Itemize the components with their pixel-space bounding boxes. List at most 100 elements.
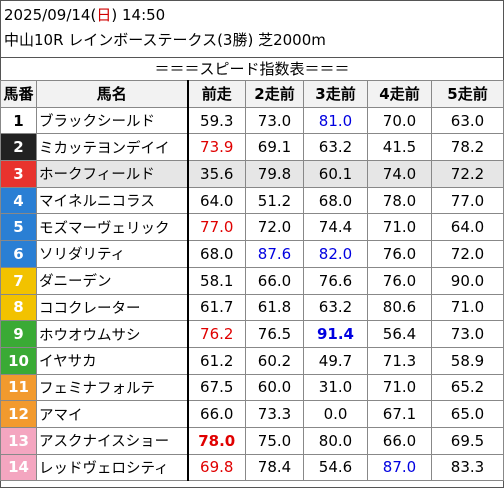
horse-name: フェミナフォルテ: [36, 373, 189, 402]
speed-index-value: 58.1: [187, 266, 246, 295]
header-date-line: 2025/09/14(日) 14:50: [4, 5, 165, 25]
speed-index-value: 76.0: [367, 240, 432, 268]
horse-number: 2: [0, 133, 37, 162]
speed-index-value: 58.9: [431, 346, 504, 375]
speed-index-value: 63.2: [303, 133, 368, 162]
time: 14:50: [121, 6, 166, 24]
horse-name: ココクレーター: [36, 293, 189, 322]
header-row: 馬番 馬名 前走 2走前 3走前 4走前 5走前: [0, 80, 504, 108]
table-row: 9 ホウオウムサシ 76.2 76.5 91.4 56.4 73.0: [0, 320, 504, 348]
speed-index-value: 60.0: [245, 373, 304, 402]
speed-index-value: 61.7: [187, 293, 246, 322]
col-header-name: 馬名: [36, 80, 189, 108]
speed-index-value: 31.0: [303, 373, 368, 402]
speed-index-value: 79.8: [245, 160, 304, 188]
speed-index-value: 60.1: [303, 160, 368, 188]
speed-index-value: 76.2: [187, 320, 246, 348]
horse-name: イヤサカ: [36, 346, 189, 375]
race-info: 中山10R レインボーステークス(3勝) 芝2000m: [4, 31, 326, 49]
speed-index-value: 77.0: [431, 186, 504, 215]
horse-name: レッドヴェロシティ: [36, 453, 189, 482]
speed-index-value: 59.3: [187, 106, 246, 135]
table-row: 11 フェミナフォルテ 67.5 60.0 31.0 71.0 65.2: [0, 373, 504, 402]
speed-index-value: 91.4: [303, 320, 368, 348]
horse-number: 12: [0, 400, 37, 428]
speed-index-value: 68.0: [303, 186, 368, 215]
speed-index-value: 67.1: [367, 400, 432, 428]
table-row: 12 アマイ 66.0 73.3 0.0 67.1 65.0: [0, 400, 504, 428]
speed-index-value: 61.8: [245, 293, 304, 322]
speed-index-value: 35.6: [187, 160, 246, 188]
horse-name: アスクナイスショー: [36, 426, 189, 455]
speed-index-value: 69.1: [245, 133, 304, 162]
horse-name: ホークフィールド: [36, 160, 189, 188]
speed-index-value: 71.3: [367, 346, 432, 375]
table-row: 10 イヤサカ 61.2 60.2 49.7 71.3 58.9: [0, 346, 504, 375]
date: 2025/09/14: [4, 6, 91, 24]
horse-number: 5: [0, 213, 37, 242]
col-header-4back: 4走前: [367, 80, 432, 108]
speed-index-value: 41.5: [367, 133, 432, 162]
speed-index-value: 75.0: [245, 426, 304, 455]
speed-index-value: 67.5: [187, 373, 246, 402]
speed-index-value: 61.2: [187, 346, 246, 375]
speed-index-value: 71.0: [367, 373, 432, 402]
horse-number: 9: [0, 320, 37, 348]
speed-index-table: 馬番 馬名 前走 2走前 3走前 4走前 5走前 1 ブラックシールド 59.3 73…: [0, 80, 504, 482]
horse-number: 1: [0, 106, 37, 135]
table-title: ＝＝＝スピード指数表＝＝＝: [0, 57, 504, 81]
table-row: 14 レッドヴェロシティ 69.8 78.4 54.6 87.0 83.3: [0, 453, 504, 482]
speed-index-value: 0.0: [303, 400, 368, 428]
horse-number: 6: [0, 240, 37, 268]
horse-number: 13: [0, 426, 37, 455]
speed-index-value: 71.0: [431, 293, 504, 322]
horse-name: ソリダリティ: [36, 240, 189, 268]
speed-index-value: 64.0: [431, 213, 504, 242]
speed-index-value: 73.0: [245, 106, 304, 135]
table-row: 5 モズマーヴェリック 77.0 72.0 74.4 71.0 64.0: [0, 213, 504, 242]
horse-name: アマイ: [36, 400, 189, 428]
speed-index-value: 87.6: [245, 240, 304, 268]
speed-index-value: 66.0: [245, 266, 304, 295]
table-row: 4 マイネルニコラス 64.0 51.2 68.0 78.0 77.0: [0, 186, 504, 215]
weekday: 日: [96, 6, 112, 24]
table-row: 8 ココクレーター 61.7 61.8 63.2 80.6 71.0: [0, 293, 504, 322]
speed-index-value: 74.0: [367, 160, 432, 188]
speed-index-value: 80.6: [367, 293, 432, 322]
speed-index-value: 78.4: [245, 453, 304, 482]
speed-index-value: 72.0: [245, 213, 304, 242]
col-header-2back: 2走前: [245, 80, 304, 108]
speed-index-value: 87.0: [367, 453, 432, 482]
speed-index-value: 56.4: [367, 320, 432, 348]
horse-name: ミカッテヨンデイイ: [36, 133, 189, 162]
horse-number: 3: [0, 160, 37, 188]
speed-index-value: 82.0: [303, 240, 368, 268]
speed-index-value: 71.0: [367, 213, 432, 242]
speed-index-value: 49.7: [303, 346, 368, 375]
speed-index-value: 66.0: [367, 426, 432, 455]
horse-number: 14: [0, 453, 37, 482]
speed-index-value: 80.0: [303, 426, 368, 455]
speed-index-value: 76.6: [303, 266, 368, 295]
table-row: 2 ミカッテヨンデイイ 73.9 69.1 63.2 41.5 78.2: [0, 133, 504, 162]
speed-index-value: 54.6: [303, 453, 368, 482]
speed-index-value: 65.2: [431, 373, 504, 402]
col-header-last: 前走: [187, 80, 246, 108]
weekday-open: (: [90, 6, 97, 24]
horse-name: ホウオウムサシ: [36, 320, 189, 348]
horse-name: ブラックシールド: [36, 106, 189, 135]
table-row: 3 ホークフィールド 35.6 79.8 60.1 74.0 72.2: [0, 160, 504, 188]
speed-index-value: 76.0: [367, 266, 432, 295]
weekday-close: ): [111, 6, 118, 24]
horse-number: 7: [0, 266, 37, 295]
speed-index-value: 74.4: [303, 213, 368, 242]
horse-number: 10: [0, 346, 37, 375]
speed-index-value: 73.3: [245, 400, 304, 428]
speed-index-value: 60.2: [245, 346, 304, 375]
speed-index-value: 72.0: [431, 240, 504, 268]
speed-index-value: 76.5: [245, 320, 304, 348]
col-header-3back: 3走前: [303, 80, 368, 108]
speed-index-value: 81.0: [303, 106, 368, 135]
speed-index-value: 68.0: [187, 240, 246, 268]
horse-number: 4: [0, 186, 37, 215]
